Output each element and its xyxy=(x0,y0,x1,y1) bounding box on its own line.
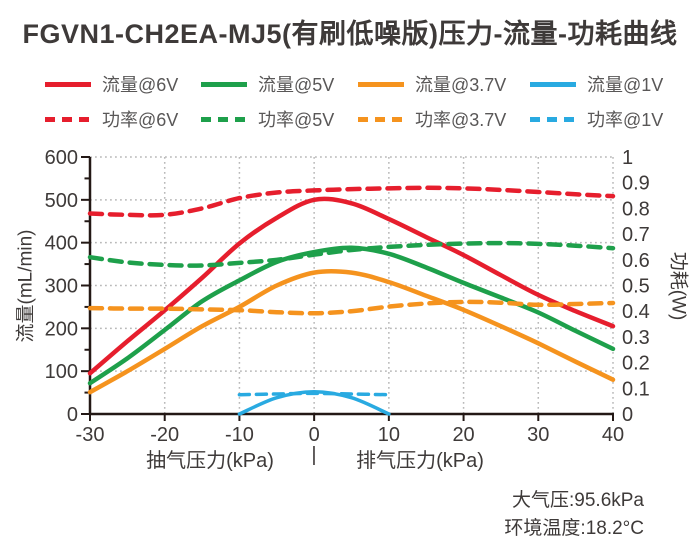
svg-text:500: 500 xyxy=(45,190,78,212)
legend-line-flow-3v7-icon xyxy=(358,81,404,87)
test-conditions: 大气压:95.6kPa 环境温度:18.2°C xyxy=(504,487,644,543)
legend-label-flow-1v: 流量@1V xyxy=(587,75,664,95)
legend-line-power-6v-icon xyxy=(45,116,91,122)
svg-text:40: 40 xyxy=(602,424,624,446)
y-axis-right-title: 功耗(W) xyxy=(667,251,689,321)
ambient-temperature-note: 环境温度:18.2°C xyxy=(504,518,644,539)
svg-text:0: 0 xyxy=(309,424,320,446)
series-功率@3.7V xyxy=(87,299,616,316)
legend-line-power-5v-icon xyxy=(201,116,247,122)
svg-text:100: 100 xyxy=(45,361,78,383)
legend-item-flow-6v: 流量@6V xyxy=(45,72,178,96)
svg-text:0.6: 0.6 xyxy=(622,250,650,272)
legend-line-flow-5v-icon xyxy=(201,81,247,87)
svg-text:300: 300 xyxy=(45,276,78,298)
atmospheric-pressure-note: 大气压:95.6kPa xyxy=(512,490,644,511)
legend-label-power-1v: 功率@1V xyxy=(587,110,664,130)
svg-text:1: 1 xyxy=(622,147,633,169)
svg-text:0.9: 0.9 xyxy=(622,173,650,195)
svg-text:-30: -30 xyxy=(76,424,105,446)
series-功率@1V xyxy=(237,391,391,397)
x-axis-title-exhaust: 排气压力(kPa) xyxy=(356,450,484,472)
svg-text:0.3: 0.3 xyxy=(622,327,650,349)
svg-text:400: 400 xyxy=(45,233,78,255)
x-axis-title-separator: | xyxy=(311,444,317,466)
chart-title: FGVN1-CH2EA-MJ5(有刷低噪版)压力-流量-功耗曲线 xyxy=(22,19,678,49)
svg-text:0.2: 0.2 xyxy=(622,353,650,375)
svg-text:600: 600 xyxy=(45,147,78,169)
svg-text:0.4: 0.4 xyxy=(622,301,650,323)
legend-label-flow-3v7: 流量@3.7V xyxy=(415,75,507,95)
legend-label-power-6v: 功率@6V xyxy=(102,110,179,130)
legend-line-power-1v-icon xyxy=(530,116,576,122)
y-axis-left-title: 流量(mL/min) xyxy=(15,229,37,343)
legend-item-flow-3v7: 流量@3.7V xyxy=(358,72,506,96)
legend-item-flow-1v: 流量@1V xyxy=(530,72,663,96)
legend-item-power-1v: 功率@1V xyxy=(530,107,663,131)
svg-text:0.1: 0.1 xyxy=(622,378,650,400)
x-axis-title-suction: 抽气压力(kPa) xyxy=(146,450,274,472)
legend-item-power-3v7: 功率@3.7V xyxy=(358,107,506,131)
svg-text:0: 0 xyxy=(67,404,78,426)
svg-text:0: 0 xyxy=(622,404,633,426)
legend-label-power-5v: 功率@5V xyxy=(258,110,335,130)
svg-text:0.5: 0.5 xyxy=(622,276,650,298)
series-功率@6V xyxy=(87,185,616,218)
series-流量@5V xyxy=(87,245,616,386)
legend-line-power-3v7-icon xyxy=(358,116,404,122)
legend-line-flow-1v-icon xyxy=(530,81,576,87)
svg-text:30: 30 xyxy=(527,424,549,446)
legend-label-power-3v7: 功率@3.7V xyxy=(415,110,507,130)
svg-text:0.7: 0.7 xyxy=(622,224,650,246)
series-流量@3.7V xyxy=(87,269,616,395)
svg-text:-20: -20 xyxy=(150,424,179,446)
svg-text:0.8: 0.8 xyxy=(622,198,650,220)
series-功率@5V xyxy=(87,240,616,268)
legend-label-flow-5v: 流量@5V xyxy=(258,75,335,95)
legend-item-flow-5v: 流量@5V xyxy=(201,72,334,96)
series-流量@6V xyxy=(87,196,616,376)
svg-text:-10: -10 xyxy=(225,424,254,446)
svg-text:20: 20 xyxy=(452,424,474,446)
svg-text:200: 200 xyxy=(45,318,78,340)
legend-item-power-5v: 功率@5V xyxy=(201,107,334,131)
legend-item-power-6v: 功率@6V xyxy=(45,107,178,131)
svg-text:10: 10 xyxy=(378,424,400,446)
legend-line-flow-6v-icon xyxy=(45,81,91,87)
legend-label-flow-6v: 流量@6V xyxy=(102,75,179,95)
